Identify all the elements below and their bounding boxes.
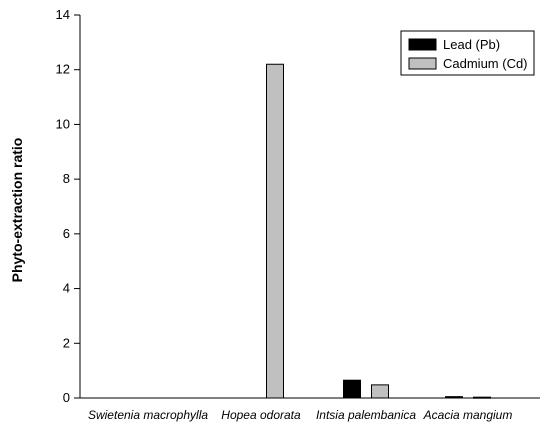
legend: Lead (Pb) Cadmium (Cd): [400, 30, 535, 76]
bars: [266, 63, 491, 399]
y-tick-label-3: 6: [63, 226, 70, 241]
y-tick-label-7: 14: [56, 7, 70, 22]
y-ticks: 0 2 4 6 8 10 12 14: [56, 7, 80, 405]
y-tick-label-0: 0: [63, 390, 70, 405]
legend-swatch-lead: [408, 38, 437, 51]
bar-cadmium-3: [473, 396, 491, 399]
y-tick-label-6: 12: [56, 62, 70, 77]
y-tick-label-1: 2: [63, 335, 70, 350]
category-label-0: Swietenia macrophylla: [88, 408, 208, 422]
plot-area: 0 2 4 6 8 10 12 14 Swietenia macrophylla Hopea o…: [56, 7, 540, 422]
bar-cadmium-2: [371, 384, 389, 399]
y-tick-label-5: 10: [56, 116, 70, 131]
legend-swatch-cadmium: [408, 57, 437, 70]
legend-label-lead: Lead (Pb): [443, 37, 500, 52]
bar-cadmium-1: [266, 63, 284, 399]
bar-lead-2: [343, 379, 361, 399]
category-label-3: Acacia mangium: [423, 408, 513, 422]
y-axis-title: Phyto-extraction ratio: [9, 138, 25, 283]
category-label-1: Hopea odorata: [221, 408, 301, 422]
bar-lead-3: [445, 396, 463, 399]
y-tick-label-2: 4: [63, 281, 70, 296]
y-tick-label-4: 8: [63, 171, 70, 186]
category-labels: Swietenia macrophylla Hopea odorata Intsia…: [88, 408, 512, 422]
legend-label-cadmium: Cadmium (Cd): [443, 56, 528, 71]
category-label-2: Intsia palembanica: [316, 408, 416, 422]
